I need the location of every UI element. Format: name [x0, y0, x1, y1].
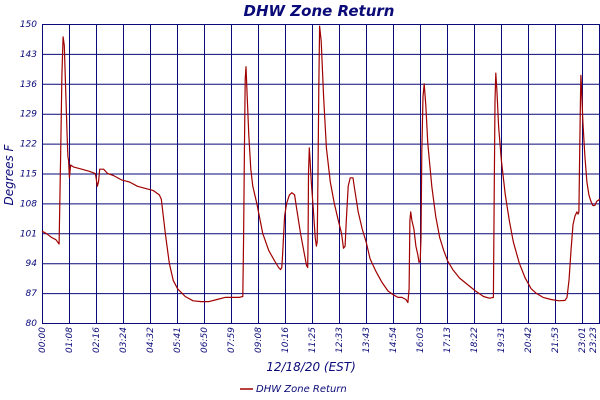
x-tick-label: 13:43	[362, 327, 372, 353]
x-tick-label: 16:03	[416, 327, 426, 353]
y-axis-title: Degrees F	[2, 143, 16, 205]
x-tick-label: 04:32	[146, 327, 156, 353]
y-tick-label: 94	[26, 259, 38, 269]
chart-title: DHW Zone Return	[244, 2, 395, 20]
x-tick-label: 00:00	[38, 327, 48, 353]
x-tick-label: 20:42	[524, 327, 534, 353]
x-tick-label: 17:13	[443, 327, 453, 353]
series-layer	[41, 25, 600, 304]
y-tick-label: 143	[20, 50, 37, 60]
x-tick-label: 14:54	[389, 327, 399, 353]
x-tick-label: 23:01	[578, 327, 588, 353]
x-tick-label: 18:22	[470, 327, 480, 353]
x-tick-label: 06:50	[200, 327, 210, 353]
legend: DHW Zone Return	[240, 384, 347, 395]
x-tick-label: 09:08	[254, 327, 264, 353]
x-tick-labels: 00:00 01:08 02:16 03:24 04:32 05:41 06:50 07:59…	[38, 327, 599, 353]
x-tick-label: 07:59	[227, 327, 237, 353]
x-tick-label: 23:23	[589, 327, 599, 353]
x-tick-label: 11:25	[308, 327, 318, 353]
x-tick-label: 19:31	[497, 327, 507, 353]
x-tick-label: 21:53	[551, 327, 561, 353]
y-tick-label: 122	[20, 140, 37, 150]
legend-label: DHW Zone Return	[256, 384, 347, 395]
x-tick-label: 10:16	[281, 327, 291, 353]
x-tick-label: 05:41	[173, 327, 183, 353]
x-axis-title: 12/18/20 (EST)	[266, 360, 356, 374]
y-tick-label: 101	[20, 229, 37, 239]
y-tick-label: 80	[26, 319, 38, 329]
series-line	[41, 25, 600, 304]
x-tick-label: 03:24	[119, 327, 129, 353]
x-tick-label: 02:16	[92, 327, 102, 353]
x-tick-label: 01:08	[65, 327, 75, 353]
y-tick-label: 115	[20, 170, 37, 180]
y-tick-label: 150	[20, 20, 37, 30]
y-tick-labels: 150 143 136 129 122 115 108 101 94 87 80	[20, 20, 37, 329]
y-tick-label: 108	[20, 199, 37, 209]
y-tick-label: 87	[26, 289, 38, 299]
y-tick-label: 136	[20, 80, 37, 90]
grid	[42, 24, 600, 324]
x-tick-label: 12:33	[335, 327, 345, 353]
y-tick-label: 129	[20, 110, 37, 120]
